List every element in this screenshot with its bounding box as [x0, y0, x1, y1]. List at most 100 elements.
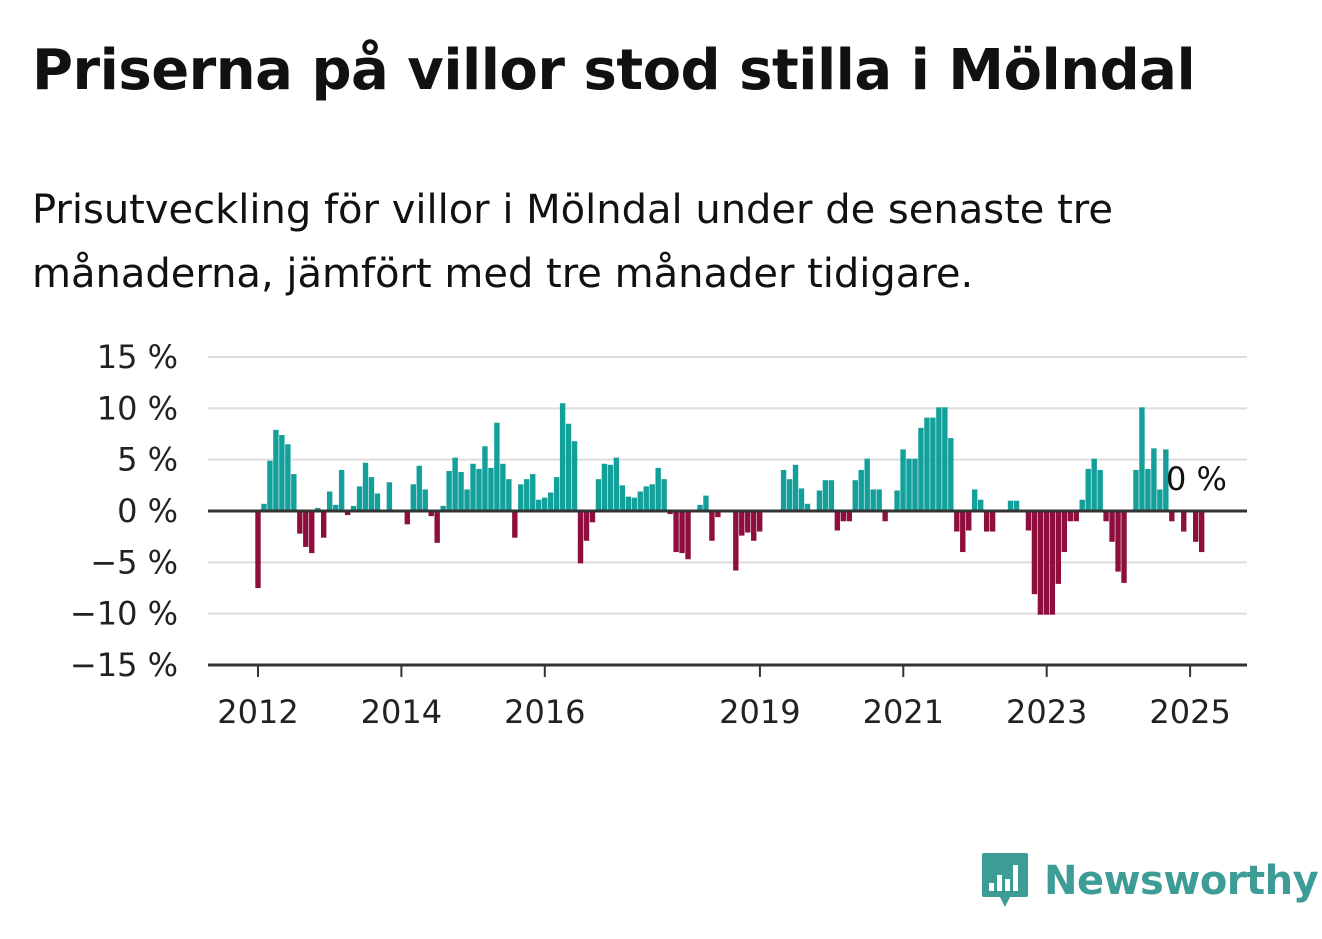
bar — [661, 479, 667, 511]
bar — [1163, 449, 1169, 511]
bar — [1103, 511, 1109, 522]
bar — [1145, 468, 1151, 511]
gridlines — [208, 356, 1247, 615]
bar — [541, 497, 548, 511]
bar — [936, 407, 942, 511]
bar — [930, 417, 936, 511]
latest-value-label: 0 % — [1166, 460, 1227, 498]
bar — [1169, 511, 1175, 522]
bar-chart: 15 %10 %5 %0 %−5 %−10 %−15 % 2012 2014 201… — [70, 338, 1247, 731]
bar — [506, 479, 512, 511]
bar — [1085, 468, 1091, 511]
bar — [619, 485, 626, 511]
bar — [356, 486, 363, 511]
bar — [900, 449, 906, 511]
bar — [1091, 458, 1097, 511]
bar — [524, 479, 530, 511]
bar — [368, 477, 375, 511]
bar — [404, 511, 411, 525]
bar — [344, 511, 351, 516]
bar — [1013, 500, 1020, 511]
bar — [906, 458, 912, 511]
bar — [1025, 511, 1032, 531]
bar — [673, 511, 679, 553]
bar — [303, 511, 309, 547]
bar — [410, 484, 416, 511]
bar — [960, 511, 966, 553]
bar — [745, 511, 751, 533]
bar — [1061, 511, 1068, 553]
bar — [1181, 511, 1187, 532]
bar — [655, 467, 661, 511]
bar — [458, 471, 464, 511]
bar — [948, 438, 954, 511]
bar — [643, 486, 649, 511]
bar — [1031, 511, 1038, 595]
bar — [840, 511, 847, 522]
x-axis-labels: 2012 2014 2016 2019 2021 2023 2025 — [217, 693, 1231, 731]
bar — [577, 511, 584, 564]
bar — [386, 482, 393, 511]
bar — [338, 469, 345, 511]
bar — [416, 465, 422, 511]
bar — [804, 503, 811, 511]
x-tick-label: 2014 — [361, 693, 442, 731]
bar — [1007, 500, 1014, 511]
bar — [589, 511, 596, 523]
bar — [267, 460, 273, 511]
x-tick-label: 2019 — [719, 693, 800, 731]
bar — [942, 407, 948, 511]
chart-subtitle: Prisutveckling för villor i Mölndal unde… — [32, 187, 1113, 297]
bar — [697, 504, 703, 511]
bar — [912, 458, 918, 511]
bar — [434, 511, 440, 543]
bar — [332, 504, 339, 511]
bar — [297, 511, 303, 534]
bar — [1109, 511, 1115, 542]
bar — [1055, 511, 1062, 584]
bar — [320, 511, 327, 538]
y-tick-label: 15 % — [97, 338, 178, 376]
bar — [547, 492, 554, 511]
bar — [1121, 511, 1127, 583]
bar — [1139, 407, 1145, 511]
newsworthy-logo-text: Newsworthy — [1044, 858, 1319, 904]
bar — [977, 499, 984, 511]
bar — [1157, 489, 1163, 511]
bar — [1079, 499, 1085, 511]
bar — [751, 511, 757, 541]
bar — [828, 480, 835, 511]
bar — [894, 490, 900, 511]
bar — [625, 496, 632, 511]
bar — [822, 480, 829, 511]
bar — [834, 511, 841, 531]
bar — [518, 484, 524, 511]
bar — [452, 457, 458, 511]
bar — [798, 488, 805, 511]
bar — [255, 511, 261, 588]
bar — [637, 491, 643, 511]
bar — [285, 444, 291, 511]
bar — [1151, 448, 1157, 511]
bar — [583, 511, 590, 541]
bar — [756, 511, 763, 532]
bar — [864, 458, 870, 511]
newsworthy-logo: Newsworthy — [980, 850, 1319, 912]
bar — [530, 474, 536, 511]
bar — [983, 511, 990, 532]
bar — [1067, 511, 1073, 522]
bar — [279, 435, 285, 511]
bar — [792, 464, 799, 511]
bar — [846, 511, 852, 522]
bar — [739, 511, 745, 536]
bar — [667, 511, 673, 515]
x-tick-label: 2023 — [1006, 693, 1087, 731]
x-tick-label: 2021 — [863, 693, 944, 731]
bar — [966, 511, 972, 531]
bar — [1097, 469, 1103, 511]
bar — [858, 469, 864, 511]
bar — [476, 468, 482, 511]
bar — [440, 505, 446, 511]
bar — [852, 480, 858, 511]
bar — [1037, 511, 1044, 615]
